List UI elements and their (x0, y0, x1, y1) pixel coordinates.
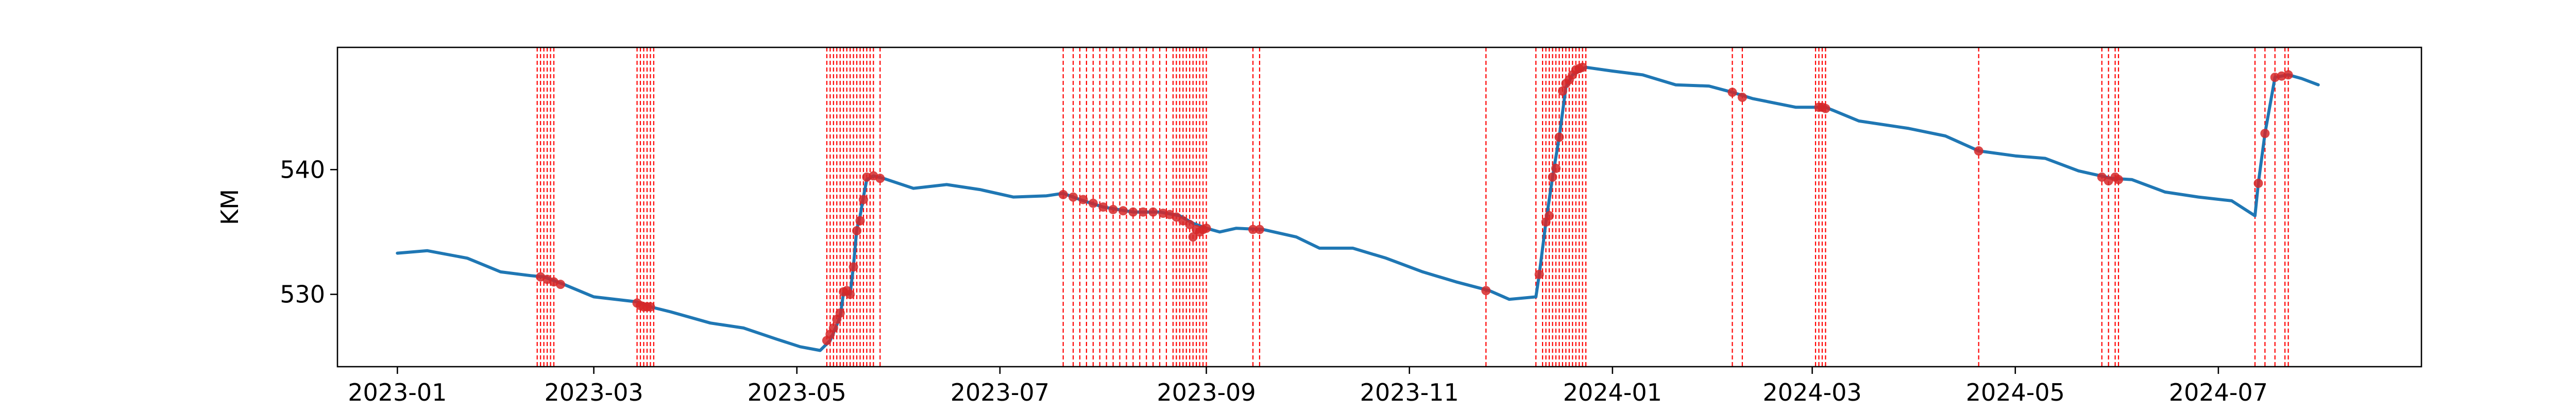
y-tick-label: 540 (280, 156, 325, 183)
x-tick-label: 2024-07 (2169, 379, 2268, 406)
event-marker (1737, 92, 1747, 102)
y-axis-label: KM (216, 189, 244, 225)
event-marker (1557, 86, 1567, 96)
series-lines (396, 65, 2320, 352)
event-marker (1821, 104, 1831, 113)
event-marker (1578, 62, 1587, 72)
event-marker (1551, 163, 1561, 173)
event-marker (1185, 219, 1195, 229)
event-marker (2253, 178, 2263, 188)
event-marker (845, 289, 855, 299)
event-marker (858, 195, 868, 204)
x-tick-label: 2023-01 (348, 379, 447, 406)
event-marker (835, 308, 845, 318)
x-tick-label: 2024-05 (1966, 379, 2065, 406)
event-marker (875, 174, 885, 183)
event-marker (1201, 224, 1211, 233)
event-marker (1118, 206, 1128, 216)
event-marker (828, 323, 838, 333)
x-tick-label: 2024-01 (1563, 379, 1662, 406)
y-tick-label: 530 (280, 281, 325, 308)
x-tick-label: 2023-09 (1157, 379, 1256, 406)
event-marker (1481, 286, 1491, 296)
event-marker (1069, 192, 1078, 202)
event-marker (1548, 172, 1557, 182)
event-marker (2260, 129, 2270, 139)
event-marker (1248, 225, 1258, 234)
event-marker (1974, 146, 1984, 156)
event-marker (1108, 204, 1118, 214)
event-marker (849, 262, 858, 272)
event-marker (1128, 207, 1138, 217)
event-marker (2283, 70, 2293, 80)
event-marker (2113, 175, 2123, 184)
event-marker (1545, 211, 1554, 220)
event-marker (646, 302, 655, 312)
event-marker (1727, 88, 1737, 97)
plot-frame (336, 46, 2422, 368)
event-marker (1058, 190, 1068, 199)
event-marker (1255, 225, 1264, 234)
y-axis: 530 540 (280, 156, 337, 308)
x-axis: 2023-01 2023-03 2023-05 2023-07 2023-09 2023-… (348, 367, 2268, 406)
event-marker (1098, 202, 1108, 212)
event-marker (855, 216, 865, 226)
x-tick-label: 2023-11 (1360, 379, 1459, 406)
x-tick-label: 2023-05 (748, 379, 846, 406)
event-marker (1534, 269, 1544, 279)
event-marker (1078, 195, 1088, 204)
event-marker (1188, 232, 1198, 242)
x-tick-label: 2023-07 (951, 379, 1049, 406)
x-tick-label: 2023-03 (544, 379, 643, 406)
event-marker (1148, 207, 1158, 217)
event-marker (852, 226, 862, 236)
x-tick-label: 2024-03 (1762, 379, 1861, 406)
event-markers (536, 62, 2293, 346)
event-marker (555, 280, 565, 289)
event-marker (1088, 198, 1098, 208)
event-marker (1554, 132, 1564, 142)
event-marker (1138, 207, 1148, 217)
km-line (396, 65, 2320, 352)
